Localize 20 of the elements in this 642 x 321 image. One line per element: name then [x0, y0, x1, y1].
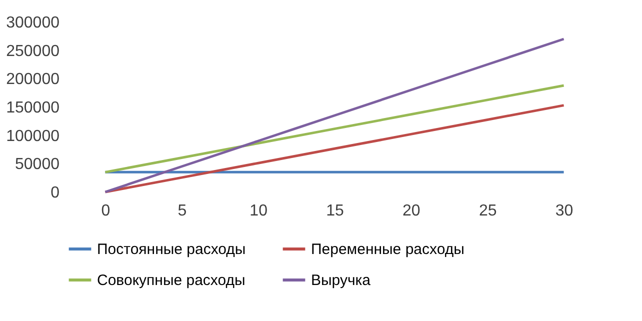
- x-tick-label: 0: [101, 202, 110, 220]
- legend-label: Совокупные расходы: [97, 272, 246, 289]
- y-tick-label: 300000: [6, 14, 60, 32]
- legend-label: Переменные расходы: [311, 241, 464, 258]
- x-tick-label: 5: [178, 202, 187, 220]
- x-tick-label: 10: [250, 202, 268, 220]
- x-tick-label: 25: [478, 202, 497, 220]
- y-tick-label: 100000: [6, 128, 60, 145]
- y-tick-label: 250000: [6, 42, 60, 60]
- x-tick-label: 20: [402, 202, 420, 220]
- line-series: [104, 84, 566, 174]
- y-tick-label: 200000: [6, 71, 60, 88]
- x-tick-label: 30: [555, 202, 574, 220]
- legend-label: Постоянные расходы: [97, 241, 246, 258]
- legend-label: Выручка: [311, 272, 372, 289]
- y-tick-label: 0: [50, 184, 60, 202]
- line-series: [104, 38, 566, 194]
- x-tick-label: 15: [326, 202, 344, 220]
- y-tick-label: 150000: [6, 100, 60, 116]
- y-tick-label: 50000: [15, 156, 60, 174]
